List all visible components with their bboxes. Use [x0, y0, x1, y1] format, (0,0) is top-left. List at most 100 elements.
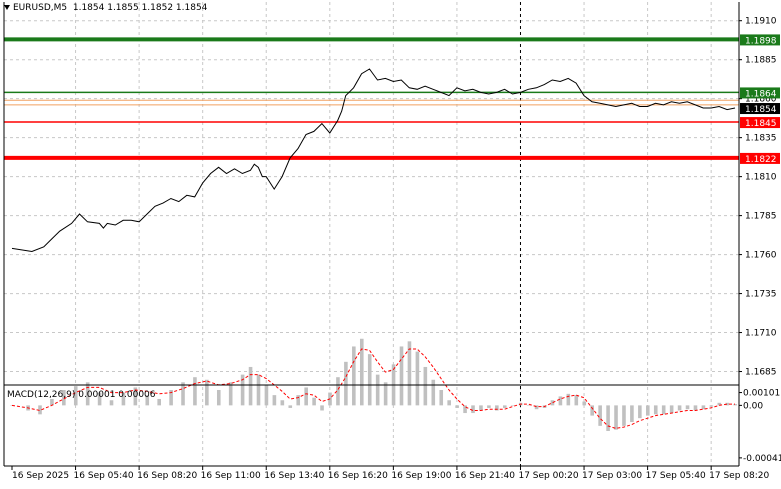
level-tag-1.1845: 1.1845 [745, 119, 777, 129]
time-tick-label: 16 Sep 13:40 [264, 471, 324, 481]
level-tag-1.1864: 1.1864 [745, 89, 777, 99]
macd-histogram-bar [296, 395, 301, 406]
macd-histogram-bar [558, 396, 563, 406]
price-tick-label: 1.1885 [745, 56, 777, 66]
macd-histogram-bar [526, 405, 531, 406]
macd-histogram-bar [614, 405, 618, 430]
level-tag-bg-1.1822 [740, 152, 780, 164]
macd-histogram-bar [264, 384, 269, 406]
macd-histogram-bar [193, 377, 197, 406]
macd-histogram-bar [487, 405, 491, 408]
macd-histogram-bar [685, 405, 690, 410]
macd-histogram-bar [550, 400, 555, 406]
macd-histogram-bar [725, 402, 730, 406]
macd-histogram-bar [669, 405, 674, 414]
macd-histogram-bar [479, 405, 483, 411]
macd-histogram-bar [336, 377, 340, 406]
price-tick-label: 1.1685 [745, 368, 777, 378]
axis-labels: 1.1910 1.1885 1.1860 1.1835 1.1810 1.1785 1.17… [12, 17, 781, 481]
price-tick-label: 1.1835 [745, 134, 777, 144]
macd-histogram-bar [169, 390, 173, 406]
level-tag-bg-1.1845 [740, 117, 780, 129]
macd-histogram-bar [471, 405, 475, 414]
macd-histogram-bar [701, 405, 706, 410]
macd-histogram-bar [272, 395, 277, 406]
level-tag-bg-1.1898 [740, 34, 780, 46]
level-tag-1.1898: 1.1898 [745, 36, 777, 46]
macd-histogram-bar [463, 405, 467, 414]
price-tick-label: 1.1735 [745, 290, 777, 300]
macd-histogram-bar [205, 379, 209, 406]
macd-histogram-bar [653, 405, 658, 415]
level-tag-bg-1.1864 [740, 87, 780, 99]
time-tick-label: 17 Sep 05:40 [646, 471, 706, 481]
macd-histogram-bar [216, 390, 221, 406]
macd-histogram-bar [502, 405, 507, 408]
macd-histogram-bar [534, 405, 539, 410]
macd-histogram-bar [574, 395, 579, 406]
macd-histogram-bar [256, 374, 261, 406]
time-tick-label: 17 Sep 00:20 [518, 471, 578, 481]
macd-histogram-bar [661, 405, 666, 415]
level-tag-1.1854: 1.1854 [745, 105, 777, 115]
level-tag-1.1822: 1.1822 [745, 155, 777, 165]
price-tick-label: 1.1860 [745, 95, 777, 105]
time-tick-label: 16 Sep 21:40 [455, 471, 515, 481]
time-tick-label: 17 Sep 03:00 [582, 471, 642, 481]
macd-histogram-bar [717, 402, 722, 406]
macd-histogram-bar [352, 346, 356, 406]
price-line [11, 68, 736, 253]
macd-histogram-bar [50, 398, 54, 406]
macd-histogram-bar [638, 405, 642, 419]
macd-histogram-bar [407, 341, 412, 406]
price-tick-label: 1.1910 [745, 17, 777, 27]
macd-histogram-bar [622, 405, 626, 426]
macd-histogram-bar [399, 346, 404, 406]
macd-histogram-bar [145, 395, 150, 406]
price-levels [4, 37, 739, 160]
time-tick-label: 16 Sep 2025 [12, 471, 69, 481]
time-tick-label: 16 Sep 11:00 [201, 471, 261, 481]
macd-histogram-bar [320, 405, 324, 411]
macd-tick-label: 0.00 [743, 401, 763, 411]
macd-histogram-bar [630, 405, 634, 423]
macd-histogram-bar [677, 405, 682, 411]
macd-histogram-bar [121, 392, 126, 406]
macd-histogram-bar [240, 374, 245, 406]
price-tick-label: 1.1785 [745, 212, 777, 222]
macd-histogram-bar [510, 405, 515, 406]
macd-histogram-bar [598, 405, 602, 426]
dropdown-triangle-icon[interactable] [4, 5, 10, 10]
macd-histogram-bar [133, 387, 138, 406]
macd-histogram-bar [359, 338, 364, 406]
macd-histogram-bar [733, 404, 737, 406]
time-tick-label: 17 Sep 08:20 [709, 471, 769, 481]
macd-histogram-bar [228, 382, 233, 406]
macd-histogram-bar [280, 400, 285, 406]
price-tick-label: 1.1810 [745, 173, 777, 183]
macd-histogram-bar [383, 382, 388, 406]
macd-histogram-bar [582, 401, 587, 406]
macd-histogram-bar [85, 382, 90, 406]
ohlc-values: 1.1854 1.1855 1.1852 1.1854 [72, 3, 208, 13]
macd-histogram-bar [109, 400, 114, 406]
macd-histogram-bar [248, 366, 253, 406]
macd-histogram-bar [62, 390, 66, 406]
macd-histogram-bar [38, 405, 42, 415]
symbol-header: EURUSD,M5 1.1854 1.1855 1.1852 1.1854 [4, 3, 207, 13]
time-tick-label: 16 Sep 19:00 [391, 471, 451, 481]
macd-histogram-bar [606, 405, 610, 431]
time-tick-label: 16 Sep 08:20 [137, 471, 197, 481]
macd-histogram-bar [304, 387, 308, 406]
symbol-name: EURUSD,M5 [13, 3, 68, 13]
macd-histogram-bar [415, 351, 420, 406]
macd-histogram-bar [73, 386, 78, 406]
macd-histogram-bar [646, 405, 650, 416]
macd-histogram-bar [495, 405, 499, 411]
macd-histogram-bar [566, 393, 571, 406]
macd-signal-line [11, 348, 735, 429]
macd-histogram-bar [709, 405, 714, 407]
macd-histogram-bar [693, 405, 698, 411]
axes [3, 2, 742, 470]
